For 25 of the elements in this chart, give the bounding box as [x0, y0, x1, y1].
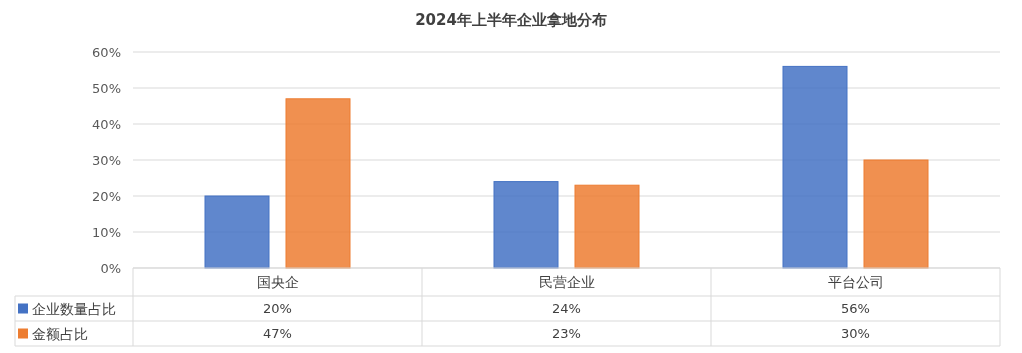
- bar: [574, 184, 640, 269]
- bar: [863, 159, 929, 269]
- data-label: 56%: [841, 301, 870, 316]
- y-tick-label: 60%: [92, 44, 121, 60]
- legend-label: 企业数量占比: [32, 300, 116, 317]
- data-label: 47%: [263, 326, 292, 341]
- x-tick-label: 国央企: [256, 274, 299, 290]
- chart-title: 2024年上半年企业拿地分布: [415, 11, 607, 29]
- bar: [782, 65, 848, 269]
- data-label: 20%: [263, 301, 292, 316]
- y-tick-label: 20%: [92, 188, 121, 204]
- legend-label: 金额占比: [32, 325, 88, 342]
- data-label: 30%: [841, 326, 870, 341]
- bar: [493, 181, 559, 269]
- y-tick-label: 10%: [92, 224, 121, 240]
- y-tick-label: 40%: [92, 116, 121, 132]
- y-tick-label: 0%: [100, 260, 121, 276]
- data-label: 24%: [552, 301, 581, 316]
- bar: [204, 195, 270, 269]
- x-tick-label: 平台公司: [827, 274, 884, 290]
- y-tick-label: 50%: [92, 80, 121, 96]
- y-tick-label: 30%: [92, 152, 121, 168]
- x-tick-label: 民营企业: [538, 274, 595, 290]
- bar: [285, 98, 351, 269]
- data-label: 23%: [552, 326, 581, 341]
